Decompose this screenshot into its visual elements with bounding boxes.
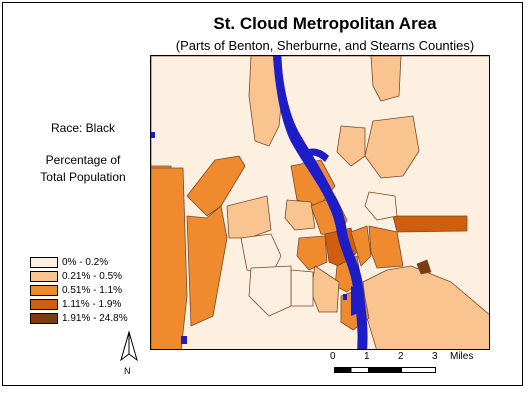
scale-tick-label: 3: [432, 351, 438, 362]
legend-item: 1.91% - 24.8%: [30, 311, 128, 325]
legend-swatch: [30, 256, 58, 268]
scale-tick-label: 2: [398, 351, 404, 362]
north-arrow-icon: [120, 330, 138, 362]
map-tract: [240, 233, 282, 277]
legend-item: 0% - 0.2%: [30, 255, 128, 269]
map-tract: [296, 235, 328, 271]
legend-swatch: [30, 270, 58, 282]
mississippi-river: [273, 56, 368, 349]
map-tract: [248, 265, 292, 317]
map-subtitle: (Parts of Benton, Sherburne, and Stearns…: [175, 38, 475, 53]
map-tract: [186, 155, 246, 217]
lake: [181, 336, 187, 344]
map-tract: [336, 125, 366, 167]
map-tract: [362, 265, 489, 349]
map-tract: [151, 167, 188, 349]
lake: [151, 132, 155, 138]
legend-swatch: [30, 298, 58, 310]
legend-classes: 0% - 0.2% 0.21% - 0.5% 0.51% - 1.1% 1.11…: [30, 255, 128, 325]
map-canvas: [151, 56, 489, 349]
map-tract: [284, 199, 316, 231]
legend-item: 0.51% - 1.1%: [30, 283, 128, 297]
map-tract: [364, 191, 398, 221]
legend-item: 0.21% - 0.5%: [30, 269, 128, 283]
scale-tick-label: 1: [364, 351, 370, 362]
legend-measure-line1: Percentage of: [45, 153, 121, 167]
legend-item-label: 0% - 0.2%: [62, 256, 109, 268]
legend-item: 1.11% - 1.9%: [30, 297, 128, 311]
map-tract: [350, 225, 372, 267]
scale-tick-label: 0: [330, 351, 336, 362]
legend-item-label: 0.21% - 0.5%: [62, 270, 123, 282]
lake: [351, 286, 363, 316]
sauk-river: [301, 148, 329, 162]
map-title: St. Cloud Metropolitan Area: [213, 14, 437, 33]
choropleth-map: [150, 55, 490, 350]
map-tract: [392, 215, 468, 233]
lake: [343, 294, 347, 300]
legend-measure-line2: Total Population: [40, 170, 126, 184]
map-tract: [226, 195, 272, 239]
legend-measure-label: Percentage of Total Population: [28, 152, 138, 186]
map-tract: [290, 269, 314, 307]
map-tract: [370, 56, 402, 102]
legend-item-label: 1.91% - 24.8%: [62, 312, 128, 324]
map-tract: [368, 225, 404, 269]
scale-bar: [334, 367, 436, 373]
legend-swatch: [30, 284, 58, 296]
legend-item-label: 1.11% - 1.9%: [62, 298, 122, 310]
north-arrow-label: N: [124, 366, 131, 376]
legend-item-label: 0.51% - 1.1%: [62, 284, 123, 296]
map-tract: [416, 259, 432, 275]
legend-swatch: [30, 312, 58, 324]
scale-unit: Miles: [450, 351, 474, 362]
scale-bar-labels: 0 1 2 3 Miles: [322, 351, 492, 365]
legend-race-label: Race: Black: [50, 121, 116, 135]
map-tract: [186, 205, 228, 327]
